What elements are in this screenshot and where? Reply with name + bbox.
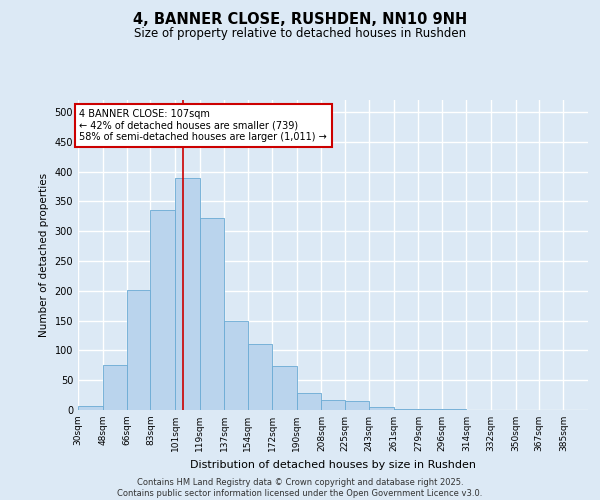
Bar — [394, 409, 418, 410]
Bar — [224, 320, 248, 410]
Bar — [151, 210, 175, 410]
Text: Contains HM Land Registry data © Crown copyright and database right 2025.
Contai: Contains HM Land Registry data © Crown c… — [118, 478, 482, 498]
Bar — [272, 366, 297, 410]
X-axis label: Distribution of detached houses by size in Rushden: Distribution of detached houses by size … — [190, 460, 476, 469]
Bar — [248, 344, 272, 410]
Y-axis label: Number of detached properties: Number of detached properties — [39, 173, 49, 337]
Bar — [78, 406, 103, 410]
Bar — [103, 366, 127, 410]
Bar — [297, 394, 322, 410]
Bar — [344, 401, 369, 410]
Text: 4 BANNER CLOSE: 107sqm
← 42% of detached houses are smaller (739)
58% of semi-de: 4 BANNER CLOSE: 107sqm ← 42% of detached… — [79, 109, 327, 142]
Text: 4, BANNER CLOSE, RUSHDEN, NN10 9NH: 4, BANNER CLOSE, RUSHDEN, NN10 9NH — [133, 12, 467, 28]
Bar — [127, 290, 151, 410]
Bar — [200, 218, 224, 410]
Bar — [369, 407, 394, 410]
Text: Size of property relative to detached houses in Rushden: Size of property relative to detached ho… — [134, 28, 466, 40]
Bar — [175, 178, 200, 410]
Bar — [322, 400, 344, 410]
